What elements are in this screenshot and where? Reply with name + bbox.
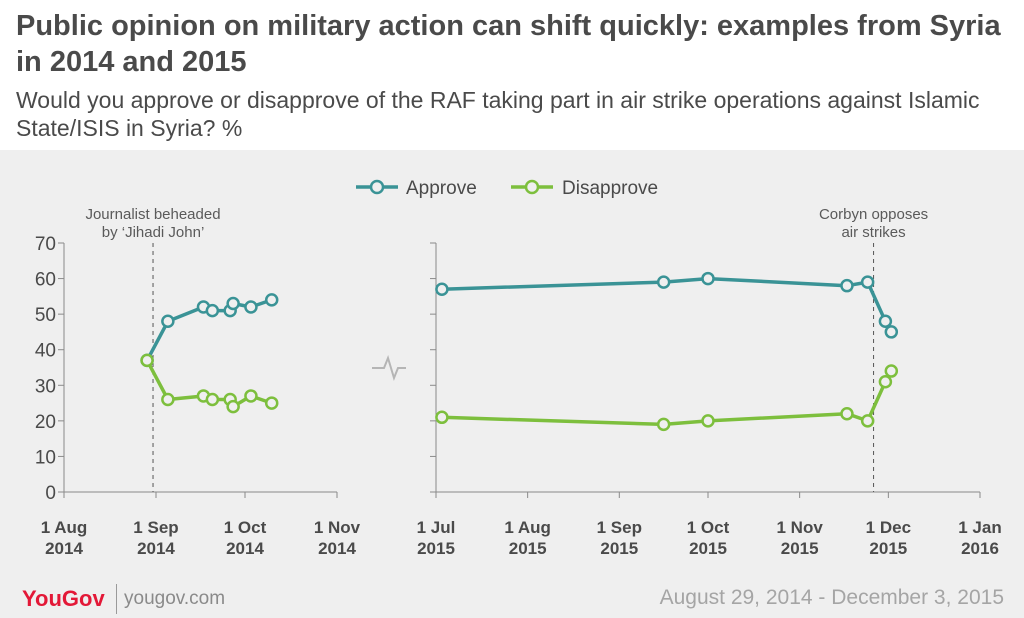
- annotation-text-2015-1: Corbyn opposes: [819, 206, 928, 223]
- point-disapprove-2015-1: [656, 417, 671, 432]
- y-tick-label-30: 30: [35, 376, 56, 397]
- annotation-text-2015-2: air strikes: [841, 224, 905, 241]
- footer-url[interactable]: yougov.com: [124, 588, 226, 609]
- y-tick-label-50: 50: [35, 305, 56, 326]
- point-approve-2014-7: [264, 293, 279, 307]
- y-tick-label-70: 70: [35, 234, 56, 255]
- chart-subtitle: Would you approve or disapprove of the R…: [16, 87, 980, 141]
- x-tick-year-2015-6: 2016: [961, 539, 999, 558]
- x-tick-year-2015-4: 2015: [781, 539, 819, 558]
- y-tick-label-0: 0: [45, 483, 56, 504]
- x-tick-year-2015-1: 2015: [509, 539, 547, 558]
- legend-approve-label: Approve: [406, 178, 477, 199]
- x-tick-label-2014-1: 1 Sep: [133, 518, 178, 537]
- legend-disapprove-label: Disapprove: [562, 178, 658, 199]
- x-tick-label-2015-6: 1 Jan: [958, 518, 1001, 537]
- point-approve-2015-2: [701, 271, 715, 286]
- point-disapprove-2014-0: [140, 353, 154, 368]
- point-disapprove-2014-7: [264, 396, 279, 410]
- point-approve-2014-5: [226, 296, 240, 311]
- x-tick-label-2015-3: 1 Oct: [687, 518, 730, 537]
- annotation-text-2014-2: by ‘Jihadi John’: [102, 224, 205, 241]
- point-approve-2014-3: [205, 303, 220, 318]
- yougov-logo: YouGov: [22, 586, 105, 611]
- x-tick-year-2015-2: 2015: [600, 539, 638, 558]
- point-disapprove-2015-3: [840, 406, 854, 421]
- x-tick-label-2015-4: 1 Nov: [777, 518, 824, 537]
- x-tick-year-2015-3: 2015: [689, 539, 727, 558]
- point-approve-2014-1: [161, 314, 175, 329]
- x-tick-label-2015-5: 1 Dec: [866, 518, 911, 537]
- x-tick-label-2014-3: 1 Nov: [314, 518, 361, 537]
- x-tick-year-2015-5: 2015: [869, 539, 907, 558]
- y-tick-label-60: 60: [35, 270, 56, 291]
- y-tick-label-20: 20: [35, 412, 56, 433]
- x-tick-year-2014-0: 2014: [45, 539, 83, 558]
- x-tick-label-2015-1: 1 Aug: [504, 518, 551, 537]
- x-tick-label-2014-0: 1 Aug: [41, 518, 88, 537]
- y-tick-label-40: 40: [35, 341, 56, 362]
- y-tick-label-10: 10: [35, 447, 56, 468]
- point-disapprove-2014-6: [244, 389, 258, 403]
- x-tick-year-2014-2: 2014: [226, 539, 264, 558]
- point-disapprove-2015-4: [860, 414, 875, 428]
- point-approve-2015-4: [860, 275, 875, 289]
- point-disapprove-2015-2: [701, 414, 715, 428]
- axis-break-icon: [372, 354, 406, 382]
- point-approve-2015-0: [435, 282, 449, 296]
- chart-title: Public opinion on military action can sh…: [16, 10, 1001, 78]
- point-approve-2015-5: [878, 314, 893, 329]
- footer-divider: [116, 584, 117, 614]
- point-approve-2015-3: [840, 278, 854, 293]
- x-tick-label-2015-2: 1 Sep: [597, 518, 642, 537]
- legend-disapprove-marker: [524, 179, 540, 195]
- point-disapprove-2014-5: [226, 399, 240, 414]
- point-disapprove-2015-5: [878, 374, 893, 389]
- point-approve-2014-6: [244, 300, 258, 314]
- x-tick-label-2015-0: 1 Jul: [417, 518, 456, 537]
- point-approve-2015-6: [884, 325, 899, 339]
- point-disapprove-2014-1: [161, 392, 175, 407]
- point-disapprove-2015-0: [435, 410, 449, 425]
- point-approve-2015-1: [656, 275, 671, 289]
- point-disapprove-2015-6: [884, 364, 899, 378]
- chart-area: [0, 150, 1024, 618]
- footer-date-range: August 29, 2014 - December 3, 2015: [659, 586, 1004, 609]
- x-tick-year-2014-3: 2014: [318, 539, 356, 558]
- series-line-disapprove-2015: [441, 370, 893, 427]
- x-tick-year-2014-1: 2014: [137, 539, 175, 558]
- x-tick-label-2014-2: 1 Oct: [224, 518, 267, 537]
- legend-approve-marker: [369, 179, 385, 195]
- annotation-text-2014-1: Journalist beheaded: [85, 206, 220, 223]
- legend: Approve Disapprove: [356, 178, 658, 199]
- x-tick-year-2015-0: 2015: [417, 539, 455, 558]
- point-disapprove-2014-3: [205, 392, 220, 407]
- header: Public opinion on military action can sh…: [0, 0, 1024, 150]
